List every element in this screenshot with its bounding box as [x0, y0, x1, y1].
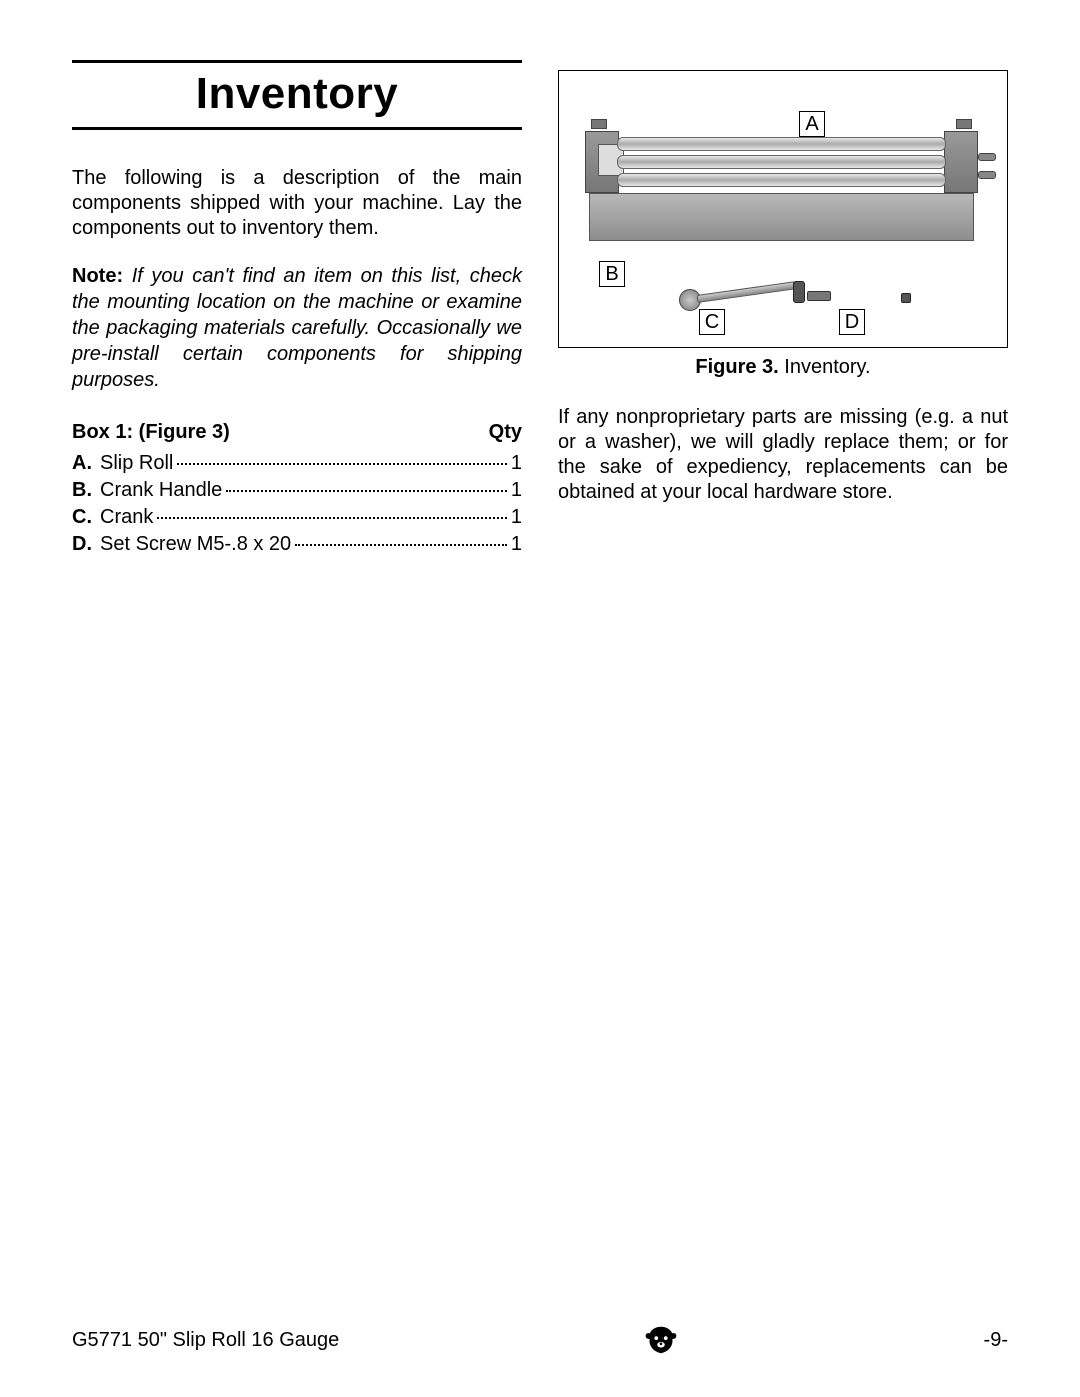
figure-caption-rest: Inventory.	[779, 356, 871, 378]
leader-dots	[295, 544, 507, 546]
replacement-paragraph: If any nonproprietary parts are missing …	[558, 405, 1008, 505]
bear-logo-icon	[642, 1323, 680, 1357]
item-qty: 1	[511, 531, 522, 558]
inventory-item: C. Crank 1	[72, 504, 522, 531]
box-header-left: Box 1: (Figure 3)	[72, 421, 230, 444]
right-column: A B C D Figure 3. Inventory. If any nonp…	[558, 60, 1008, 558]
leader-dots	[157, 517, 507, 519]
item-label: Set Screw M5-.8 x 20	[100, 531, 291, 558]
set-screw-illustration	[901, 293, 911, 303]
figure-caption-bold: Figure 3.	[695, 356, 778, 378]
slip-roll-illustration	[579, 121, 984, 241]
intro-paragraph: The following is a description of the ma…	[72, 166, 522, 241]
footer-product: G5771 50" Slip Roll 16 Gauge	[72, 1329, 339, 1352]
note-paragraph: Note: If you can't find an item on this …	[72, 263, 522, 393]
page-title: Inventory	[72, 60, 522, 130]
callout-c: C	[699, 309, 725, 335]
crank-handle-illustration	[669, 281, 819, 317]
item-letter: D.	[72, 531, 100, 558]
note-label: Note:	[72, 265, 123, 287]
item-label: Crank Handle	[100, 477, 222, 504]
item-qty: 1	[511, 477, 522, 504]
callout-d: D	[839, 309, 865, 335]
item-letter: A.	[72, 450, 100, 477]
inventory-item: B. Crank Handle 1	[72, 477, 522, 504]
box-header-right: Qty	[489, 421, 522, 444]
item-qty: 1	[511, 504, 522, 531]
callout-b: B	[599, 261, 625, 287]
note-body: If you can't find an item on this list, …	[72, 265, 522, 391]
inventory-item: A. Slip Roll 1	[72, 450, 522, 477]
item-label: Crank	[100, 504, 153, 531]
figure-box: A B C D	[558, 70, 1008, 348]
leader-dots	[177, 463, 507, 465]
inventory-item: D. Set Screw M5-.8 x 20 1	[72, 531, 522, 558]
callout-a: A	[799, 111, 825, 137]
page-footer: G5771 50" Slip Roll 16 Gauge -9-	[72, 1323, 1008, 1357]
leader-dots	[226, 490, 507, 492]
item-letter: B.	[72, 477, 100, 504]
crank-illustration	[807, 291, 831, 301]
item-label: Slip Roll	[100, 450, 173, 477]
box-header: Box 1: (Figure 3) Qty	[72, 421, 522, 444]
figure-caption: Figure 3. Inventory.	[558, 356, 1008, 379]
item-qty: 1	[511, 450, 522, 477]
item-letter: C.	[72, 504, 100, 531]
footer-page-number: -9-	[984, 1329, 1008, 1352]
left-column: Inventory The following is a description…	[72, 60, 522, 558]
